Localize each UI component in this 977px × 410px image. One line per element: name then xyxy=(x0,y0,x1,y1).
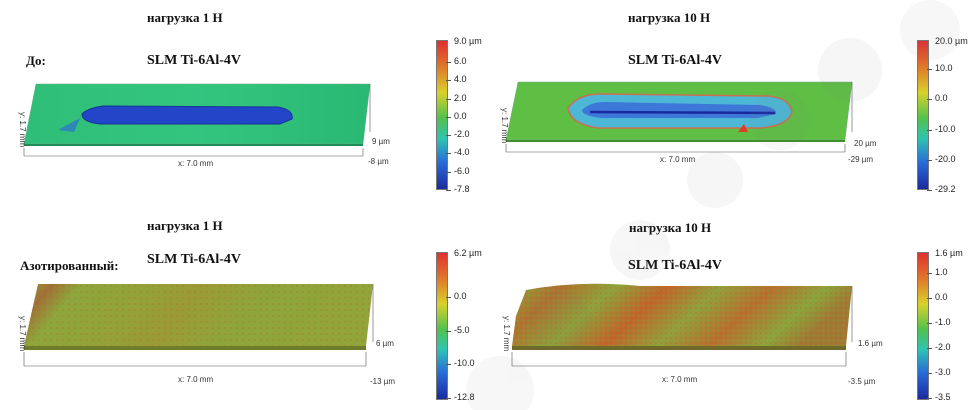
panel-1-scale-max: 9.0 µm xyxy=(454,36,482,46)
row-label-nitrided: Азотированный: xyxy=(20,258,119,273)
panel-1-scale-tick: 2.0 xyxy=(446,92,467,103)
panel-2-z-bottom: -29 µm xyxy=(848,155,873,164)
panel-4-surface-plot: y: 1.7 mm x: 7.0 mm 1.6 µm -3.5 µm xyxy=(490,272,920,392)
panel-2-scale-tick: -29.2 xyxy=(927,184,956,194)
panel-1-scale-tick: -4.0 xyxy=(446,147,470,158)
panel-3-scale-max: 6.2 µm xyxy=(454,248,482,258)
panel-4-scale-tick: -3.5 xyxy=(927,392,951,402)
panel-3-y-axis: y: 1.7 mm xyxy=(18,316,27,351)
panel-4-scale-max: 1.6 µm xyxy=(935,248,963,258)
panel-4-scale-tick: -1.0 xyxy=(927,317,951,327)
panel-1-load-title: нагрузка 1 Н xyxy=(147,10,223,25)
panel-2-x-axis: x: 7.0 mm xyxy=(660,155,695,164)
panel-1-y-axis: y: 1.7 mm xyxy=(18,112,27,147)
panel-1-scale-tick: -2.0 xyxy=(446,129,470,140)
panel-1-material: SLM Ti-6Al-4V xyxy=(147,53,241,68)
panel-2-load-title: нагрузка 10 Н xyxy=(628,10,711,25)
panel-2-material: SLM Ti-6Al-4V xyxy=(628,53,722,68)
panel-1-z-top: 9 µm xyxy=(372,137,390,146)
panel-4-material: SLM Ti-6Al-4V xyxy=(628,258,722,273)
panel-3-z-top: 6 µm xyxy=(376,339,394,348)
panel-4-z-top: 1.6 µm xyxy=(858,339,883,348)
panel-2-z-top: 20 µm xyxy=(854,139,877,148)
panel-3-scale-tick: 0.0 xyxy=(446,291,467,301)
panel-1-x-axis: x: 7.0 mm xyxy=(178,159,213,168)
panel-3-material: SLM Ti-6Al-4V xyxy=(147,252,241,267)
panel-2-y-axis: y: 1.7 mm xyxy=(500,108,509,143)
panel-3-scale-tick: -5.0 xyxy=(446,324,470,335)
panel-2-scale-max: 20.0 µm xyxy=(935,36,968,46)
panel-1-scale-tick: 6.0 xyxy=(446,56,467,66)
panel-1-scale-tick: 0.0 xyxy=(446,110,467,121)
panel-4-scale-tick: -3.0 xyxy=(927,367,951,377)
panel-4-scale-tick: 0.0 xyxy=(927,292,948,302)
panel-4-z-bottom: -3.5 µm xyxy=(848,377,876,386)
panel-2-scale-tick: 0.0 xyxy=(927,93,948,104)
panel-1-z-bottom: -8 µm xyxy=(368,157,389,166)
panel-3-scale-tick: -12.8 xyxy=(446,392,475,402)
panel-3-scale-tick: -10.0 xyxy=(446,358,475,369)
panel-4-x-axis: x: 7.0 mm xyxy=(662,375,697,384)
panel-2-scale-tick: -10.0 xyxy=(927,123,956,134)
panel-1-scale-tick: -6.0 xyxy=(446,165,470,176)
row-label-before: До: xyxy=(26,53,46,68)
panel-1-scale-tick: 4.0 xyxy=(446,74,467,85)
panel-3-load-title: нагрузка 1 Н xyxy=(147,218,223,233)
panel-1-scale-tick: -7.8 xyxy=(446,184,470,194)
wear-track xyxy=(81,105,293,125)
panel-2-scale-tick: 10.0 xyxy=(927,63,953,73)
panel-2-surface-plot: y: 1.7 mm x: 7.0 mm 20 µm -29 µm xyxy=(490,72,920,182)
panel-2-scale-tick: -20.0 xyxy=(927,153,956,164)
panel-4-y-axis: y: 1.7 mm xyxy=(502,316,511,351)
panel-3-x-axis: x: 7.0 mm xyxy=(178,375,213,384)
panel-4-load-title: нагрузка 10 Н xyxy=(629,220,712,235)
panel-4-scale-tick: 1.0 xyxy=(927,267,948,277)
panel-3-z-bottom: -13 µm xyxy=(370,377,395,386)
panel-1-surface-plot: y: 1.7 mm x: 7.0 mm 9 µm -8 µm xyxy=(8,72,408,182)
panel-4-scale-tick: -2.0 xyxy=(927,342,951,352)
panel-3-surface-plot: y: 1.7 mm x: 7.0 mm 6 µm -13 µm xyxy=(8,272,418,392)
